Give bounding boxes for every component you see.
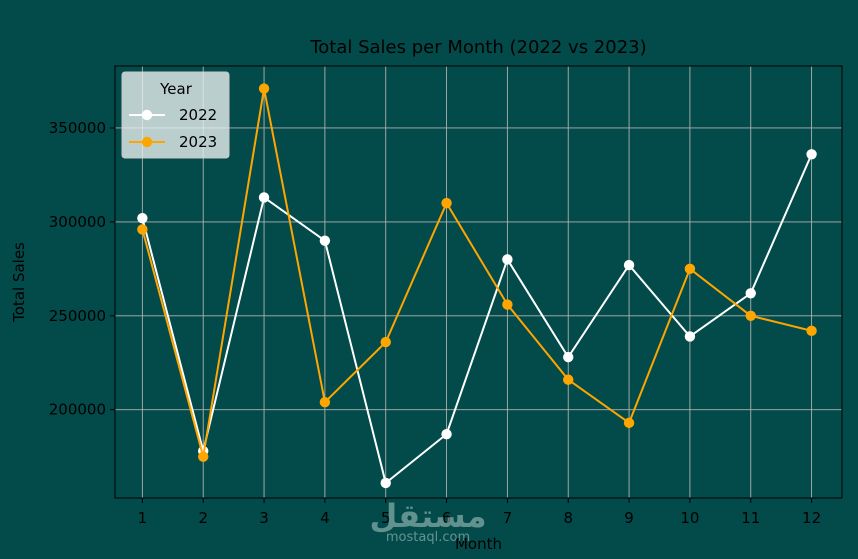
data-point-2023 <box>137 224 148 235</box>
data-point-2023 <box>441 197 452 209</box>
x-tick-label: 11 <box>741 509 760 527</box>
data-point-2022 <box>441 428 452 440</box>
data-point-2022 <box>137 212 148 224</box>
legend-entry-2023: 2023 <box>129 133 217 151</box>
data-point-2023 <box>623 417 635 429</box>
y-tick-label: 300000 <box>49 213 106 231</box>
data-point-2022 <box>745 288 756 299</box>
x-axis-label: Month <box>455 535 502 553</box>
x-tick-label: 10 <box>680 509 699 527</box>
data-point-2023 <box>745 310 756 322</box>
data-point-2023 <box>684 263 696 275</box>
x-tick-label: 8 <box>563 509 573 527</box>
legend-title: Year <box>159 80 193 98</box>
grid-layer <box>115 66 842 498</box>
series-2022 <box>137 149 817 489</box>
data-point-2023 <box>198 451 209 462</box>
data-point-2022 <box>319 235 331 246</box>
y-tick-label: 250000 <box>49 307 106 325</box>
legend-entries: 2022 2023 <box>129 106 217 151</box>
data-point-2022 <box>623 259 635 271</box>
x-tick-label: 5 <box>381 509 391 527</box>
data-point-2022 <box>258 192 270 203</box>
series-line-2022 <box>141 153 813 484</box>
x-tick-label: 12 <box>802 509 821 527</box>
watermark-latin: mostaql.com <box>386 530 470 545</box>
legend-label: 2023 <box>179 133 217 151</box>
data-point-2023 <box>502 299 513 310</box>
data-point-2023 <box>380 336 391 348</box>
x-tick-label: 9 <box>624 509 634 527</box>
legend-entry-2022: 2022 <box>129 106 217 124</box>
x-tick-label: 2 <box>198 509 208 527</box>
data-point-2022 <box>563 351 574 363</box>
series-2023 <box>137 83 817 462</box>
data-point-2022 <box>806 149 817 160</box>
legend-box <box>121 71 230 159</box>
x-tick-label: 4 <box>320 509 330 527</box>
data-point-2023 <box>563 374 574 385</box>
legend-swatch-marker <box>141 109 153 121</box>
plot-frame <box>114 65 843 499</box>
x-tick-label: 1 <box>138 509 148 527</box>
watermark-arabic: مستقل <box>369 497 486 535</box>
x-tick-label: 7 <box>503 509 513 527</box>
legend-label: 2022 <box>179 106 217 124</box>
series-line-2023 <box>141 87 812 458</box>
data-point-2023 <box>319 397 331 408</box>
watermark: مستقل mostaql.com <box>369 497 486 545</box>
y-axis-label: Total Sales <box>10 242 28 323</box>
data-point-2022 <box>380 477 391 489</box>
series-layer <box>137 83 817 489</box>
x-axis: 1 2 3 4 5 6 7 8 9 10 11 12 <box>138 498 821 527</box>
data-point-2022 <box>502 254 513 265</box>
data-point-2022 <box>684 331 696 342</box>
data-point-2023 <box>258 83 270 94</box>
y-axis: 200000 250000 300000 350000 <box>49 119 115 419</box>
legend: Year 2022 2023 <box>121 71 230 159</box>
chart-title: Total Sales per Month (2022 vs 2023) <box>309 37 646 58</box>
y-tick-label: 200000 <box>49 401 106 419</box>
legend-swatch-marker <box>141 136 153 148</box>
data-point-2023 <box>806 325 817 337</box>
y-tick-label: 350000 <box>49 119 106 137</box>
x-tick-label: 6 <box>442 509 452 527</box>
x-tick-label: 3 <box>259 509 269 527</box>
